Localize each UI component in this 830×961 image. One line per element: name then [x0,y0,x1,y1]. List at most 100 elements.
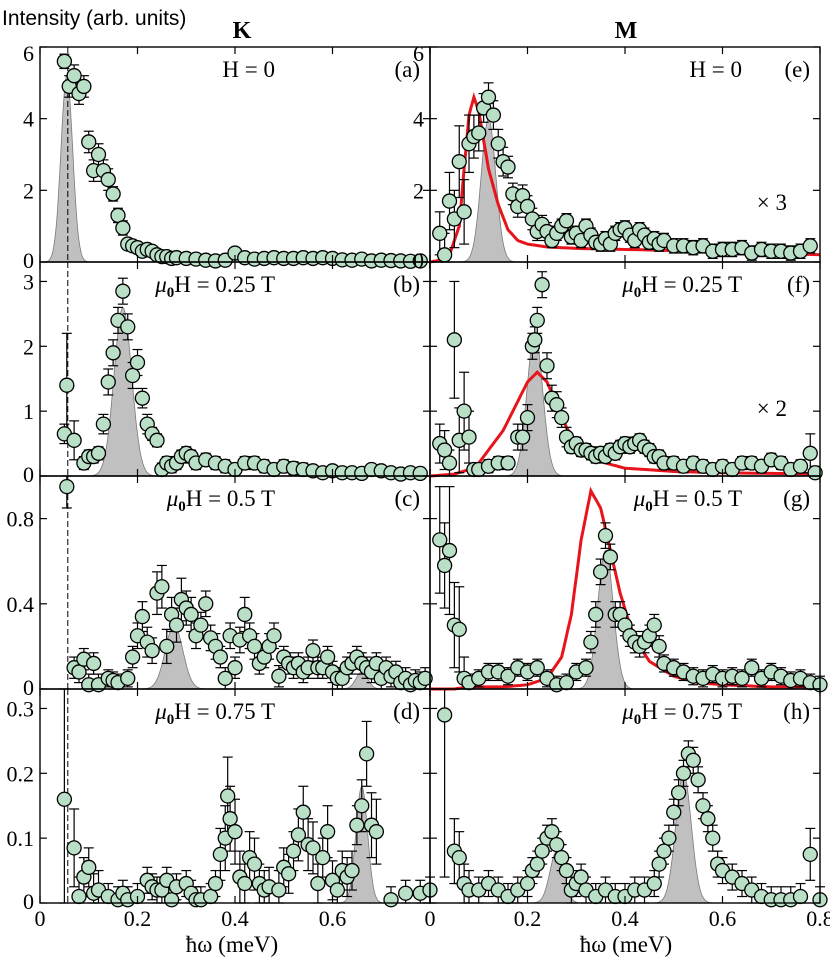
y-axis-label: Intensity (arb. units) [2,7,186,30]
y-tick-label: 2 [23,178,34,203]
data-point [792,888,809,905]
y-tick-label: 0 [23,462,34,487]
data-point [500,668,516,684]
data-point [285,843,302,859]
data-point [480,89,497,105]
panel-label: (e) [784,57,810,82]
data-point [134,390,151,406]
y-tick-label: 2 [23,334,34,359]
data-point [588,606,604,623]
data-point [354,798,370,814]
data-point [56,791,73,807]
column-title-m: M [615,18,638,44]
panel-b: 0 1 2 3 (b) μ0H = 0.25 T [23,261,431,487]
data-point [85,655,102,672]
panel-e: 0 2 4 6 (e) H = 0 × 3 [413,41,821,273]
data-point [100,374,116,390]
data-point [271,882,287,898]
field-label: μ0H = 0.25 T [154,272,275,301]
data-point [558,213,575,229]
panel-f: (f) μ0H = 0.25 T × 2 [429,261,823,481]
data-point [115,220,131,236]
field-label: μ0H = 0.75 T [154,699,275,728]
data-point [441,455,458,471]
panel-label: (g) [783,486,810,511]
data-point [690,772,706,788]
data-point [432,532,448,548]
data-point [81,134,97,150]
x-tick-label-left: 0 [35,906,46,931]
data-point [246,856,263,872]
data-point [202,888,219,905]
data-point [310,875,326,892]
scale-factor-label: × 3 [757,190,787,215]
data-point [544,824,560,840]
data-point [592,564,609,580]
x-tick-label-right: 0.8 [806,906,830,931]
data-point [802,445,818,461]
data-point [441,542,458,559]
data-point [319,649,336,665]
data-point [305,840,321,856]
data-point [66,432,82,448]
data-point [271,668,287,684]
data-point [656,843,672,859]
data-point [549,397,565,413]
data-point [66,840,82,856]
y-tick-label: 0 [23,675,34,700]
data-point [115,283,131,299]
data-point [446,332,463,348]
data-point [651,856,667,872]
data-point [519,875,536,892]
data-point [100,171,116,188]
data-point [802,846,818,863]
data-point [183,606,199,623]
data-point [124,367,141,384]
data-point [529,312,545,329]
data-point [66,68,82,84]
data-point [90,146,107,163]
data-point [81,859,97,875]
data-point [59,478,75,495]
data-point [71,664,87,680]
data-point [124,649,141,665]
data-point [237,875,253,892]
panel-g: (g) μ0H = 0.5 T [429,475,828,693]
y-tick-label: 1 [23,399,34,424]
data-point [105,186,121,202]
data-point [436,707,453,723]
data-point [451,621,467,638]
field-label: μ0H = 0.75 T [621,699,742,728]
data-point [514,429,531,445]
panel-c: 0 0.4 0.8 (c) μ0H = 0.5 T [7,475,433,700]
data-point [534,277,550,293]
data-point [266,628,282,644]
panel-label: (f) [787,272,810,297]
data-point [456,204,472,220]
data-point [451,849,467,866]
x-axis-label-right: ħω (meV) [580,932,672,957]
data-point [549,836,565,853]
y-tick-label: 0 [23,248,34,273]
data-point [76,78,92,95]
y-tick-label: 2 [413,178,424,203]
data-point [212,649,229,665]
panel-h: (h) μ0H = 0.75 T [429,688,828,908]
data-point [456,403,472,419]
data-point [490,136,506,152]
data-point [120,670,136,686]
data-point [220,788,236,804]
x-tick-label-right: 0 [425,906,436,931]
gaussian-fit [87,306,159,477]
y-tick-label: 0.3 [7,696,35,721]
data-point [222,811,238,827]
data-point [280,866,297,882]
y-tick-label: 6 [413,41,424,66]
data-point [471,125,487,141]
data-point [558,862,575,879]
data-point [149,432,165,448]
x-tick-label-right: 0.2 [514,906,542,931]
data-point [529,856,545,872]
model-fit-curve [430,486,820,691]
